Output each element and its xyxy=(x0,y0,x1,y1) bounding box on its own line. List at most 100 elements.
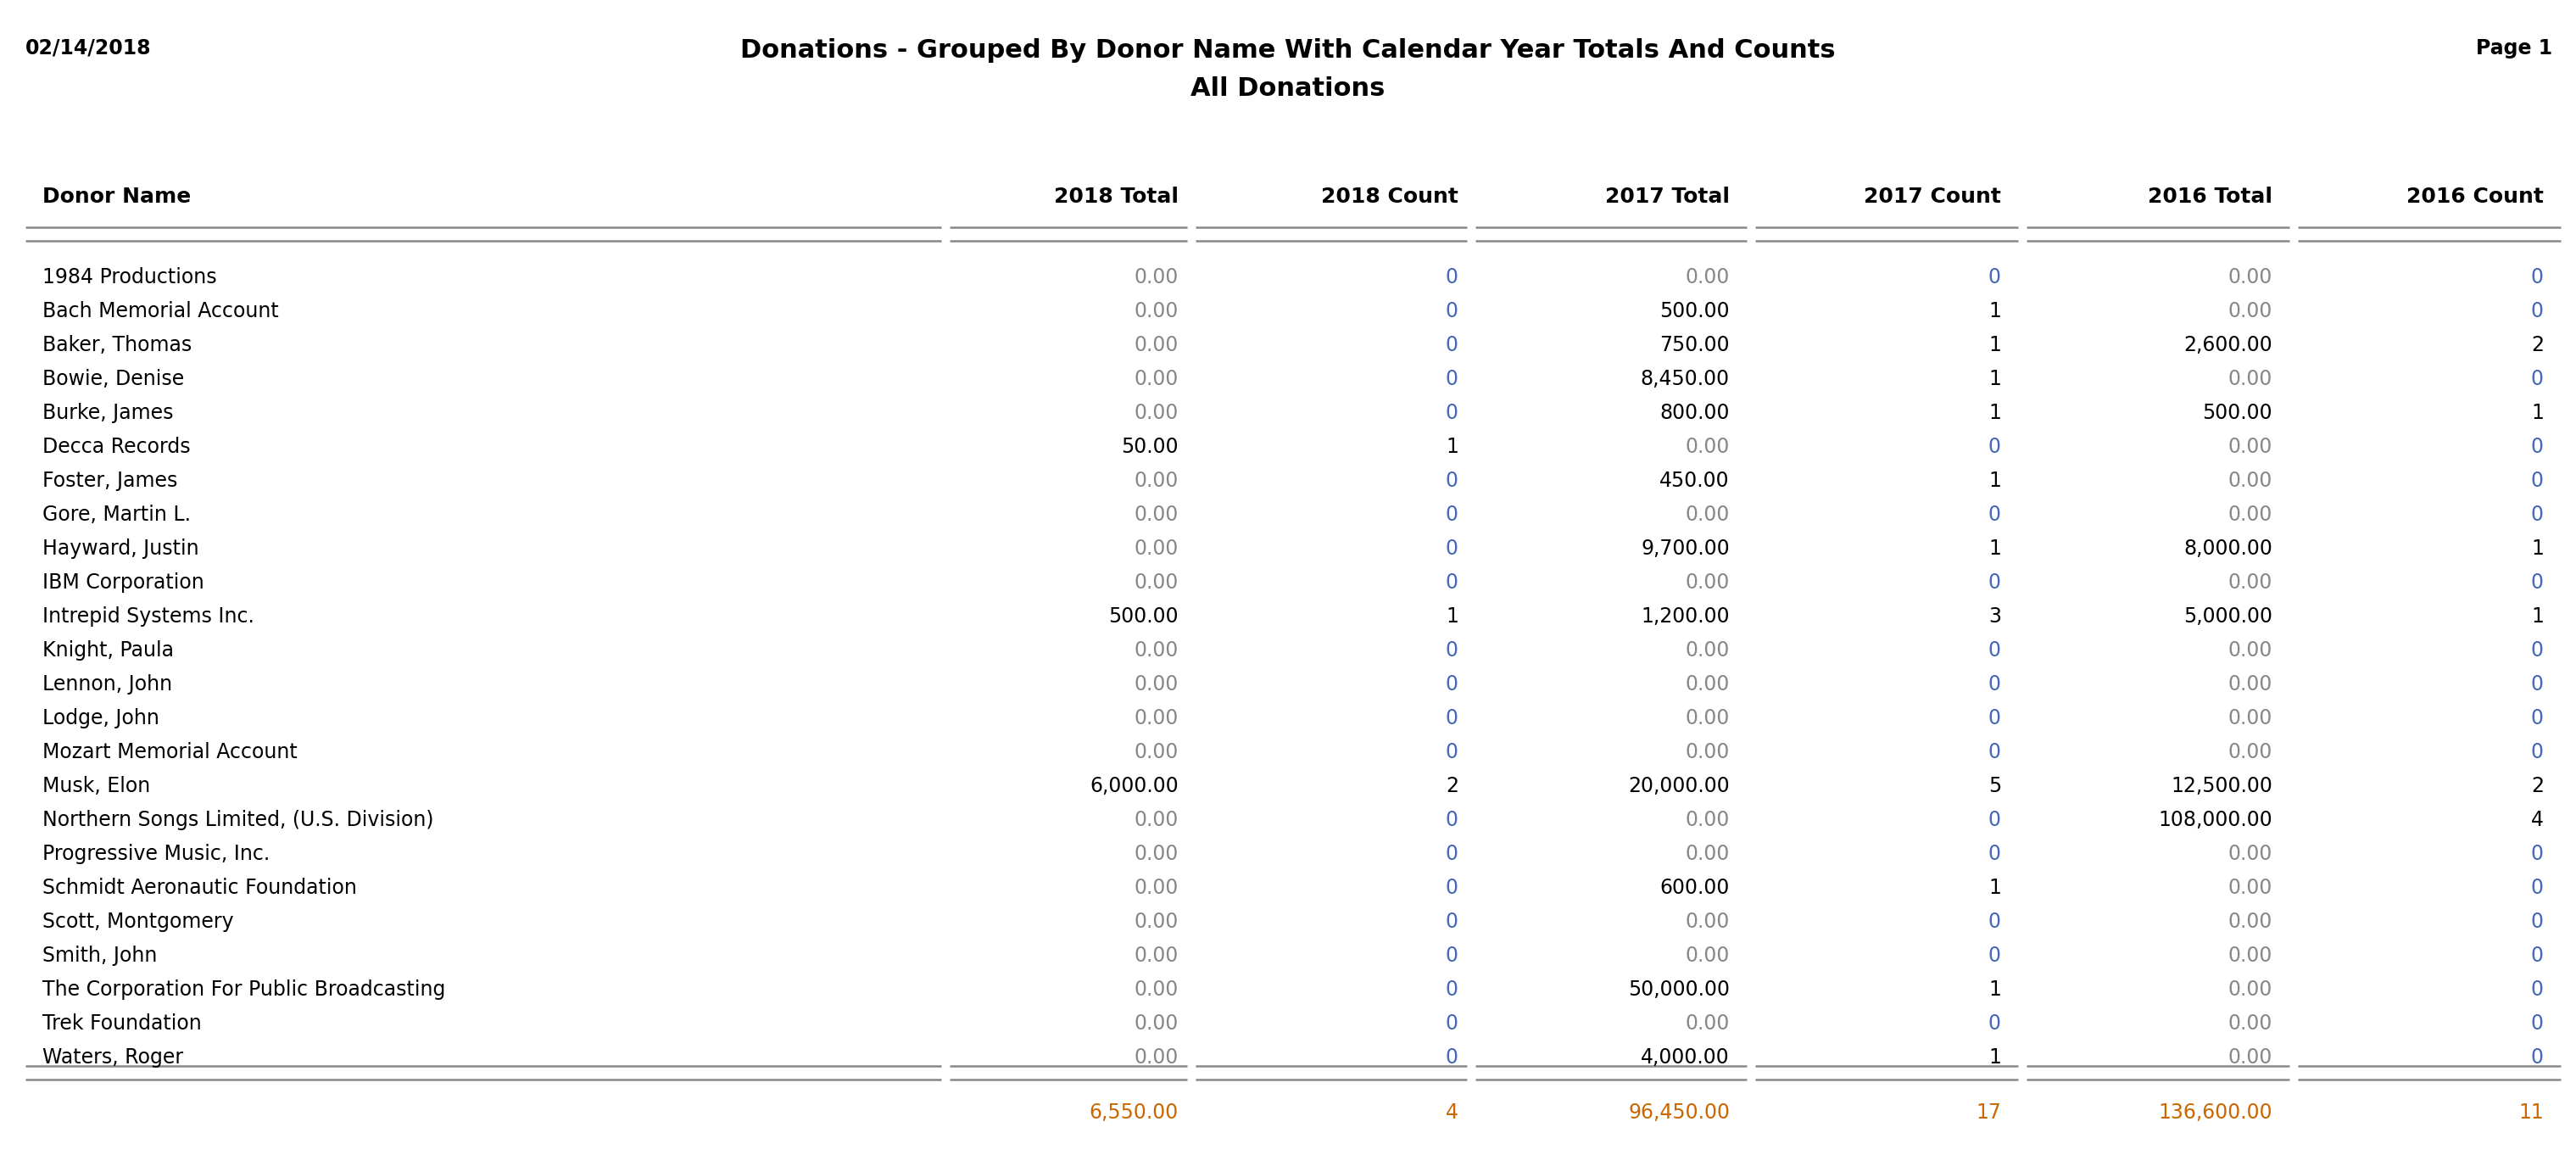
Text: Donor Name: Donor Name xyxy=(41,187,191,207)
Text: Donations - Grouped By Donor Name With Calendar Year Totals And Counts: Donations - Grouped By Donor Name With C… xyxy=(739,38,1837,62)
Text: 0: 0 xyxy=(1445,403,1458,423)
Text: 0: 0 xyxy=(1989,267,2002,288)
Text: 0: 0 xyxy=(1445,844,1458,864)
Text: 4: 4 xyxy=(2532,810,2543,830)
Text: 0: 0 xyxy=(1989,505,2002,524)
Text: 800.00: 800.00 xyxy=(1659,403,1728,423)
Text: 500.00: 500.00 xyxy=(2202,403,2272,423)
Text: 12,500.00: 12,500.00 xyxy=(2172,776,2272,796)
Text: 0.00: 0.00 xyxy=(2228,1048,2272,1067)
Text: 0: 0 xyxy=(1445,301,1458,321)
Text: Musk, Elon: Musk, Elon xyxy=(41,776,149,796)
Text: 0.00: 0.00 xyxy=(1133,470,1180,491)
Text: 1,200.00: 1,200.00 xyxy=(1641,606,1728,627)
Text: 0: 0 xyxy=(2532,573,2543,593)
Text: Lennon, John: Lennon, John xyxy=(41,675,173,694)
Text: Waters, Roger: Waters, Roger xyxy=(41,1048,183,1067)
Text: 0.00: 0.00 xyxy=(1133,335,1180,356)
Text: Smith, John: Smith, John xyxy=(41,946,157,966)
Text: Progressive Music, Inc.: Progressive Music, Inc. xyxy=(41,844,270,864)
Text: 0.00: 0.00 xyxy=(1685,505,1728,524)
Text: 2018 Total: 2018 Total xyxy=(1054,187,1180,207)
Text: 0.00: 0.00 xyxy=(2228,470,2272,491)
Text: Schmidt Aeronautic Foundation: Schmidt Aeronautic Foundation xyxy=(41,878,358,899)
Text: 0: 0 xyxy=(2532,267,2543,288)
Text: 0: 0 xyxy=(1445,742,1458,762)
Text: 2: 2 xyxy=(2532,776,2543,796)
Text: 0.00: 0.00 xyxy=(1133,267,1180,288)
Text: 1: 1 xyxy=(1445,606,1458,627)
Text: 2016 Total: 2016 Total xyxy=(2148,187,2272,207)
Text: 0.00: 0.00 xyxy=(2228,979,2272,1000)
Text: 0: 0 xyxy=(1445,878,1458,899)
Text: 0: 0 xyxy=(1445,538,1458,559)
Text: 0.00: 0.00 xyxy=(1133,979,1180,1000)
Text: 108,000.00: 108,000.00 xyxy=(2159,810,2272,830)
Text: 0.00: 0.00 xyxy=(1133,810,1180,830)
Text: Trek Foundation: Trek Foundation xyxy=(41,1013,201,1034)
Text: 0: 0 xyxy=(1989,810,2002,830)
Text: 0: 0 xyxy=(2532,742,2543,762)
Text: 0.00: 0.00 xyxy=(1133,301,1180,321)
Text: 0: 0 xyxy=(2532,708,2543,729)
Text: 0.00: 0.00 xyxy=(2228,708,2272,729)
Text: 0: 0 xyxy=(1989,675,2002,694)
Text: 0: 0 xyxy=(1989,742,2002,762)
Text: 1: 1 xyxy=(1989,878,2002,899)
Text: 2: 2 xyxy=(2532,335,2543,356)
Text: 1: 1 xyxy=(1445,437,1458,457)
Text: 1: 1 xyxy=(1989,335,2002,356)
Text: 0: 0 xyxy=(1445,911,1458,932)
Text: 0.00: 0.00 xyxy=(1685,844,1728,864)
Text: 0.00: 0.00 xyxy=(1133,1013,1180,1034)
Text: 1: 1 xyxy=(1989,470,2002,491)
Text: 1: 1 xyxy=(1989,403,2002,423)
Text: 600.00: 600.00 xyxy=(1659,878,1728,899)
Text: 50.00: 50.00 xyxy=(1121,437,1180,457)
Text: 1: 1 xyxy=(2532,606,2543,627)
Text: 0: 0 xyxy=(1445,573,1458,593)
Text: 0.00: 0.00 xyxy=(1133,403,1180,423)
Text: 0: 0 xyxy=(1445,368,1458,389)
Text: 0.00: 0.00 xyxy=(1685,742,1728,762)
Text: 5: 5 xyxy=(1989,776,2002,796)
Text: 0.00: 0.00 xyxy=(1133,878,1180,899)
Text: 0: 0 xyxy=(1445,708,1458,729)
Text: 0.00: 0.00 xyxy=(2228,640,2272,661)
Text: The Corporation For Public Broadcasting: The Corporation For Public Broadcasting xyxy=(41,979,446,1000)
Text: 1: 1 xyxy=(1989,979,2002,1000)
Text: 0.00: 0.00 xyxy=(2228,844,2272,864)
Text: 0.00: 0.00 xyxy=(2228,675,2272,694)
Text: 0.00: 0.00 xyxy=(2228,878,2272,899)
Text: 96,450.00: 96,450.00 xyxy=(1628,1102,1728,1123)
Text: 0.00: 0.00 xyxy=(1685,437,1728,457)
Text: Hayward, Justin: Hayward, Justin xyxy=(41,538,198,559)
Text: 0.00: 0.00 xyxy=(1685,640,1728,661)
Text: 0.00: 0.00 xyxy=(2228,911,2272,932)
Text: 0: 0 xyxy=(2532,640,2543,661)
Text: 0.00: 0.00 xyxy=(1133,1048,1180,1067)
Text: 0: 0 xyxy=(2532,1048,2543,1067)
Text: 6,000.00: 6,000.00 xyxy=(1090,776,1180,796)
Text: 0: 0 xyxy=(1989,573,2002,593)
Text: Lodge, John: Lodge, John xyxy=(41,708,160,729)
Text: Decca Records: Decca Records xyxy=(41,437,191,457)
Text: 0: 0 xyxy=(1445,810,1458,830)
Text: 0.00: 0.00 xyxy=(1133,505,1180,524)
Text: 4,000.00: 4,000.00 xyxy=(1641,1048,1728,1067)
Text: 0: 0 xyxy=(1445,505,1458,524)
Text: 1: 1 xyxy=(1989,368,2002,389)
Text: 0.00: 0.00 xyxy=(2228,505,2272,524)
Text: 0: 0 xyxy=(1989,708,2002,729)
Text: 0.00: 0.00 xyxy=(2228,573,2272,593)
Text: 6,550.00: 6,550.00 xyxy=(1090,1102,1180,1123)
Text: 2017 Total: 2017 Total xyxy=(1605,187,1728,207)
Text: 0.00: 0.00 xyxy=(1685,911,1728,932)
Text: 0: 0 xyxy=(2532,368,2543,389)
Text: 2: 2 xyxy=(1445,776,1458,796)
Text: 9,700.00: 9,700.00 xyxy=(1641,538,1728,559)
Text: Intrepid Systems Inc.: Intrepid Systems Inc. xyxy=(41,606,255,627)
Text: 0: 0 xyxy=(1989,437,2002,457)
Text: 8,000.00: 8,000.00 xyxy=(2184,538,2272,559)
Text: 0: 0 xyxy=(1445,1013,1458,1034)
